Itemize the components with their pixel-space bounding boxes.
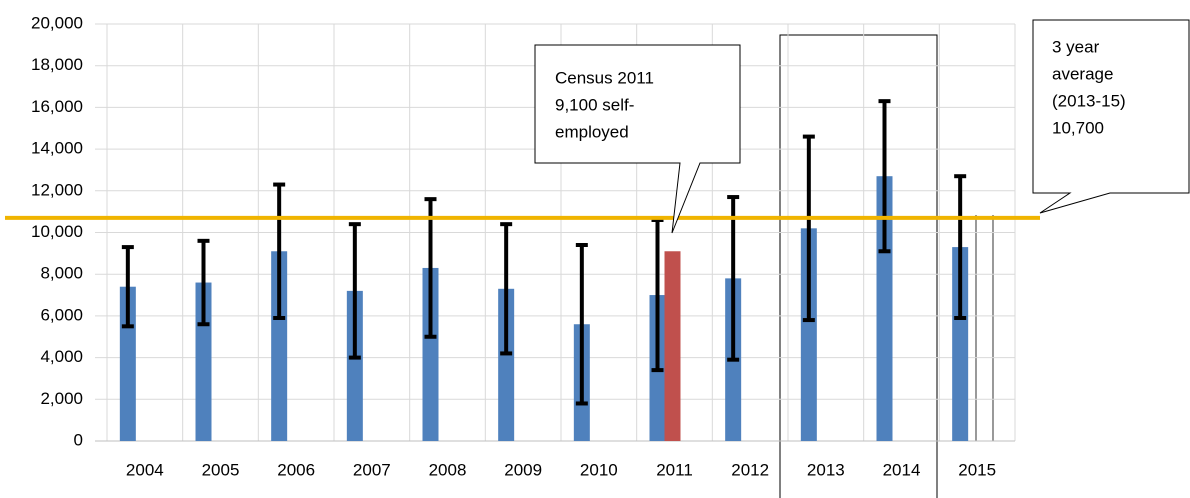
annotation-text: employed bbox=[555, 122, 629, 141]
error-bar bbox=[651, 217, 664, 373]
y-tick-label: 12,000 bbox=[31, 180, 83, 199]
bar bbox=[664, 251, 681, 441]
error-bar bbox=[954, 174, 967, 320]
error-bar bbox=[348, 222, 361, 360]
annotation-text: average bbox=[1052, 64, 1113, 83]
x-tick-label: 2008 bbox=[429, 460, 467, 479]
annotation-text: 10,700 bbox=[1052, 118, 1104, 137]
plot: 0 2,000 4,000 6,000 8,000 10,000 12,000 14,000 1… bbox=[31, 13, 1016, 479]
bar bbox=[952, 247, 969, 441]
bar bbox=[876, 176, 893, 441]
y-tick-label: 10,000 bbox=[31, 222, 83, 241]
x-tick-label: 2011 bbox=[656, 460, 693, 479]
error-bar bbox=[727, 195, 740, 362]
y-tick-label: 0 bbox=[74, 430, 83, 449]
y-tick-label: 2,000 bbox=[40, 389, 83, 408]
error-bar bbox=[273, 182, 286, 320]
x-tick-label: 2014 bbox=[883, 460, 921, 479]
x-tick-label: 2012 bbox=[731, 460, 769, 479]
error-bar bbox=[424, 197, 437, 339]
x-tick-label: 2009 bbox=[504, 460, 542, 479]
y-tick-label: 14,000 bbox=[31, 139, 83, 158]
error-bar bbox=[500, 222, 513, 356]
y-tick-label: 20,000 bbox=[31, 13, 83, 32]
x-tick-label: 2007 bbox=[353, 460, 391, 479]
x-tick-label: 2015 bbox=[958, 460, 996, 479]
y-tick-label: 8,000 bbox=[40, 264, 83, 283]
bar bbox=[498, 288, 515, 441]
bar bbox=[195, 282, 212, 441]
error-bar bbox=[802, 134, 815, 323]
bar bbox=[422, 267, 439, 441]
x-tick-label: 2005 bbox=[202, 460, 240, 479]
bar bbox=[271, 251, 288, 441]
x-tick-label: 2010 bbox=[580, 460, 618, 479]
y-tick-label: 16,000 bbox=[31, 97, 83, 116]
callout bbox=[534, 44, 741, 234]
x-tick-label: 2004 bbox=[126, 460, 164, 479]
annotation-text: 9,100 self- bbox=[555, 95, 634, 114]
error-bar bbox=[197, 238, 210, 327]
callout bbox=[1032, 19, 1190, 214]
x-tick-label: 2013 bbox=[807, 460, 845, 479]
annotation-text: (2013-15) bbox=[1052, 91, 1126, 110]
x-tick-label: 2006 bbox=[277, 460, 315, 479]
y-tick-label: 4,000 bbox=[40, 347, 83, 366]
annotation-text: 3 year bbox=[1052, 37, 1100, 56]
error-bar bbox=[121, 245, 134, 329]
error-bar bbox=[878, 99, 891, 254]
y-tick-label: 18,000 bbox=[31, 55, 83, 74]
error-bar bbox=[575, 243, 588, 406]
bar bbox=[800, 228, 817, 441]
y-tick-label: 6,000 bbox=[40, 305, 83, 324]
annotation-text: Census 2011 bbox=[555, 68, 654, 87]
bar bbox=[346, 290, 363, 441]
